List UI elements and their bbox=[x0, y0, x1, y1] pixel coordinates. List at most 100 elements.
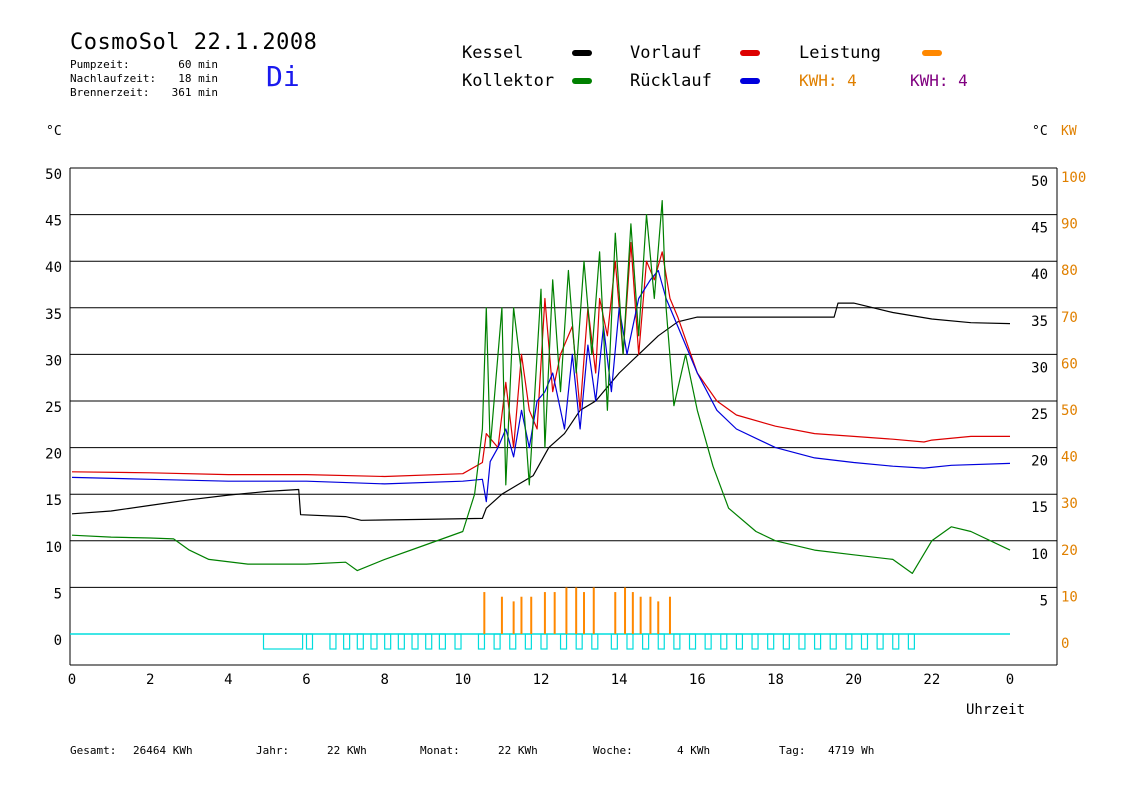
stat-nachlaufzeit-value: 18 min bbox=[178, 72, 218, 85]
x-tick-label: 20 bbox=[845, 672, 862, 688]
status-pulse bbox=[751, 633, 759, 650]
stat-brennerzeit-value: 361 min bbox=[171, 86, 218, 99]
status-pulse bbox=[642, 633, 650, 650]
legend-kollektor-label: Kollektor bbox=[462, 71, 555, 91]
footer-woche-value: 4 KWh bbox=[677, 744, 711, 757]
y-left-tick-label: 20 bbox=[45, 447, 62, 463]
status-pulse bbox=[305, 633, 314, 650]
series-line-kollektor bbox=[71, 200, 1011, 574]
y-left-tick-label: 50 bbox=[45, 167, 62, 183]
y-right-power-tick-label: 80 bbox=[1061, 263, 1078, 279]
y-left-tick-label: 10 bbox=[45, 540, 62, 556]
weekday-label: Di bbox=[266, 60, 300, 93]
status-pulse bbox=[397, 633, 405, 650]
x-tick-label: 12 bbox=[533, 672, 550, 688]
status-pulse bbox=[493, 633, 501, 650]
x-tick-label: 6 bbox=[302, 672, 310, 688]
status-pulse bbox=[767, 633, 775, 650]
status-pulse bbox=[329, 633, 337, 650]
footer-tag-label: Tag: bbox=[779, 744, 806, 757]
legend-kessel-swatch bbox=[572, 50, 592, 56]
legend-leistung-label: Leistung bbox=[799, 43, 881, 63]
status-pulse bbox=[907, 633, 915, 650]
status-pulse bbox=[540, 633, 548, 650]
x-tick-label: 0 bbox=[68, 672, 76, 688]
y-right-power-tick-label: 90 bbox=[1061, 217, 1078, 233]
y-left-tick-label: 15 bbox=[45, 493, 62, 509]
legend-ruecklauf-swatch bbox=[740, 78, 760, 84]
legend-kwh-purple: KWH: 4 bbox=[910, 71, 968, 90]
series-line-kessel bbox=[71, 302, 1011, 521]
left-axis-unit: °C bbox=[46, 124, 62, 139]
legend-leistung-swatch bbox=[922, 50, 942, 56]
y-right-power-tick-label: 10 bbox=[1061, 589, 1078, 605]
status-pulse bbox=[657, 633, 665, 650]
y-left-tick-label: 0 bbox=[54, 633, 62, 649]
status-pulse bbox=[509, 633, 517, 650]
legend-ruecklauf-label: Rücklauf bbox=[630, 71, 712, 91]
footer-gesamt-label: Gesamt: bbox=[70, 744, 117, 757]
x-tick-label: 4 bbox=[224, 672, 232, 688]
status-pulse bbox=[425, 633, 433, 650]
y-right-power-tick-label: 100 bbox=[1061, 170, 1086, 186]
status-pulse bbox=[524, 633, 532, 650]
y-right-power-tick-label: 40 bbox=[1061, 450, 1078, 466]
footer-monat-value: 22 KWh bbox=[498, 744, 538, 757]
y-right-power-tick-label: 60 bbox=[1061, 356, 1078, 372]
series-line-ruecklauf bbox=[71, 269, 1011, 503]
legend-vorlauf-label: Vorlauf bbox=[630, 43, 702, 63]
y-right-temp-tick-label: 10 bbox=[1031, 547, 1048, 563]
status-pulse bbox=[559, 633, 568, 650]
x-axis-label: Uhrzeit bbox=[966, 702, 1026, 718]
y-left-tick-label: 45 bbox=[45, 214, 62, 230]
y-right-power-tick-label: 30 bbox=[1061, 496, 1078, 512]
status-pulse bbox=[591, 633, 599, 650]
right-axis-unit-temp: °C bbox=[1032, 124, 1048, 139]
y-right-temp-tick-label: 5 bbox=[1040, 593, 1048, 609]
status-pulse bbox=[845, 633, 853, 650]
y-right-power-tick-label: 0 bbox=[1061, 636, 1069, 652]
status-pulse bbox=[892, 633, 900, 650]
right-axis-unit-power: KW bbox=[1061, 124, 1077, 139]
status-pulse bbox=[688, 633, 697, 650]
y-right-temp-tick-label: 40 bbox=[1031, 267, 1048, 283]
footer-woche-label: Woche: bbox=[593, 744, 633, 757]
y-right-temp-tick-label: 35 bbox=[1031, 314, 1048, 330]
y-right-temp-tick-label: 20 bbox=[1031, 454, 1048, 470]
status-pulse bbox=[370, 633, 378, 650]
x-tick-label: 8 bbox=[380, 672, 388, 688]
x-tick-label: 14 bbox=[611, 672, 628, 688]
legend-kwh-orange: KWH: 4 bbox=[799, 71, 857, 90]
status-pulse bbox=[438, 633, 446, 650]
status-pulse bbox=[343, 633, 351, 650]
x-tick-label: 0 bbox=[1006, 672, 1014, 688]
y-left-tick-label: 40 bbox=[45, 260, 62, 276]
status-pulse bbox=[813, 633, 822, 650]
status-pulse bbox=[798, 633, 806, 650]
status-pulse bbox=[720, 633, 728, 650]
y-right-power-tick-label: 20 bbox=[1061, 543, 1078, 559]
x-tick-label: 18 bbox=[767, 672, 784, 688]
y-right-temp-tick-label: 45 bbox=[1031, 221, 1048, 237]
status-pulse bbox=[575, 633, 583, 650]
legend-vorlauf-swatch bbox=[740, 50, 760, 56]
status-pulse bbox=[610, 633, 618, 650]
status-pulse bbox=[411, 633, 419, 650]
status-pulse bbox=[876, 633, 884, 650]
footer-jahr-label: Jahr: bbox=[256, 744, 290, 757]
status-pulse bbox=[384, 633, 392, 650]
y-left-tick-label: 5 bbox=[54, 586, 62, 602]
y-right-temp-tick-label: 15 bbox=[1031, 500, 1048, 516]
status-pulse bbox=[735, 633, 744, 650]
status-pulse bbox=[626, 633, 634, 650]
status-pulse bbox=[782, 633, 790, 650]
y-right-power-tick-label: 70 bbox=[1061, 310, 1078, 326]
status-pulse bbox=[704, 633, 712, 650]
status-pulse bbox=[860, 633, 869, 650]
y-right-temp-tick-label: 50 bbox=[1031, 174, 1048, 190]
stat-pumpzeit-label: Pumpzeit: bbox=[70, 58, 130, 71]
page-title: CosmoSol 22.1.2008 bbox=[70, 30, 318, 55]
y-right-temp-tick-label: 25 bbox=[1031, 407, 1048, 423]
status-pulse-long bbox=[262, 633, 304, 650]
